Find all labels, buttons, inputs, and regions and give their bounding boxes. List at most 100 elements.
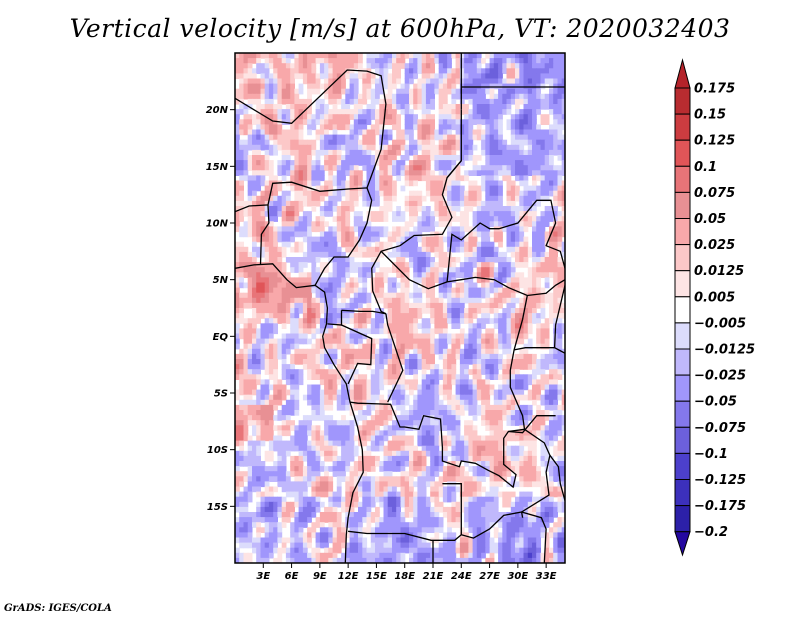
field-cell bbox=[540, 129, 546, 136]
field-cell bbox=[260, 246, 266, 253]
field-cell bbox=[324, 53, 329, 59]
field-cell bbox=[294, 343, 300, 350]
field-cell bbox=[383, 231, 389, 238]
field-cell bbox=[319, 267, 325, 273]
field-cell bbox=[341, 415, 346, 421]
field-cell bbox=[506, 389, 512, 396]
field-cell bbox=[370, 190, 376, 197]
field-cell bbox=[268, 165, 274, 171]
field-cell bbox=[358, 104, 363, 110]
field-cell bbox=[468, 155, 474, 161]
field-cell bbox=[358, 292, 363, 299]
field-cell bbox=[425, 109, 431, 115]
field-cell bbox=[273, 282, 278, 289]
field-cell bbox=[336, 313, 342, 319]
field-cell bbox=[527, 282, 533, 289]
field-cell bbox=[294, 216, 300, 222]
field-cell bbox=[302, 323, 308, 329]
field-cell bbox=[341, 185, 346, 192]
field-cell bbox=[285, 73, 291, 80]
field-cell bbox=[311, 236, 317, 243]
field-cell bbox=[476, 333, 482, 340]
field-cell bbox=[358, 348, 363, 355]
field-cell bbox=[281, 287, 287, 294]
field-cell bbox=[451, 160, 457, 166]
field-cell bbox=[527, 195, 533, 202]
field-cell bbox=[430, 58, 435, 64]
field-cell bbox=[375, 83, 380, 90]
field-cell bbox=[464, 109, 469, 115]
field-cell bbox=[455, 93, 461, 100]
field-cell bbox=[561, 124, 565, 131]
field-cell bbox=[341, 114, 346, 120]
field-cell bbox=[315, 394, 321, 401]
field-cell bbox=[311, 241, 317, 248]
field-cell bbox=[519, 160, 525, 166]
field-cell bbox=[252, 221, 257, 227]
field-cell bbox=[515, 165, 520, 171]
field-cell bbox=[536, 221, 541, 227]
field-cell bbox=[383, 410, 389, 416]
field-cell bbox=[553, 410, 558, 416]
field-cell bbox=[506, 231, 512, 238]
field-cell bbox=[451, 262, 457, 268]
field-cell bbox=[298, 374, 304, 380]
field-cell bbox=[404, 384, 410, 391]
field-cell bbox=[485, 287, 491, 294]
field-cell bbox=[489, 53, 495, 59]
field-cell bbox=[421, 119, 427, 125]
field-cell bbox=[549, 272, 554, 278]
field-cell bbox=[544, 404, 550, 411]
field-cell bbox=[273, 190, 278, 197]
field-cell bbox=[527, 134, 533, 141]
field-cell bbox=[527, 302, 533, 309]
field-cell bbox=[506, 195, 512, 202]
field-cell bbox=[561, 221, 565, 227]
field-cell bbox=[281, 369, 287, 375]
field-cell bbox=[438, 180, 444, 187]
field-cell bbox=[358, 231, 363, 238]
field-cell bbox=[235, 343, 240, 350]
field-cell bbox=[464, 297, 469, 304]
field-cell bbox=[430, 287, 435, 294]
field-cell bbox=[413, 206, 418, 212]
field-cell bbox=[311, 404, 317, 411]
field-cell bbox=[235, 272, 240, 278]
field-cell bbox=[489, 333, 495, 340]
field-cell bbox=[425, 323, 431, 329]
field-cell bbox=[540, 379, 546, 386]
field-cell bbox=[549, 149, 554, 156]
field-cell bbox=[362, 425, 368, 431]
field-cell bbox=[268, 160, 274, 166]
field-cell bbox=[430, 292, 435, 299]
field-cell bbox=[277, 410, 283, 416]
field-cell bbox=[553, 78, 558, 85]
field-cell bbox=[247, 297, 253, 304]
field-cell bbox=[311, 374, 317, 380]
field-cell bbox=[256, 58, 261, 64]
field-cell bbox=[506, 420, 512, 426]
field-cell bbox=[387, 165, 393, 171]
field-cell bbox=[404, 394, 410, 401]
field-cell bbox=[476, 369, 482, 375]
field-cell bbox=[370, 180, 376, 187]
field-cell bbox=[451, 206, 457, 212]
field-cell bbox=[336, 211, 342, 217]
field-cell bbox=[239, 139, 244, 146]
field-cell bbox=[540, 73, 546, 80]
field-cell bbox=[413, 246, 418, 253]
field-cell bbox=[447, 155, 452, 161]
field-cell bbox=[298, 155, 304, 161]
field-cell bbox=[298, 185, 304, 192]
field-cell bbox=[544, 190, 550, 197]
field-cell bbox=[290, 175, 295, 182]
field-cell bbox=[413, 353, 418, 360]
field-cell bbox=[536, 226, 541, 233]
field-cell bbox=[481, 292, 486, 299]
field-cell bbox=[285, 109, 291, 115]
field-cell bbox=[290, 394, 295, 401]
field-cell bbox=[277, 308, 283, 314]
field-cell bbox=[468, 124, 474, 131]
field-cell bbox=[464, 144, 469, 151]
field-cell bbox=[557, 257, 563, 263]
